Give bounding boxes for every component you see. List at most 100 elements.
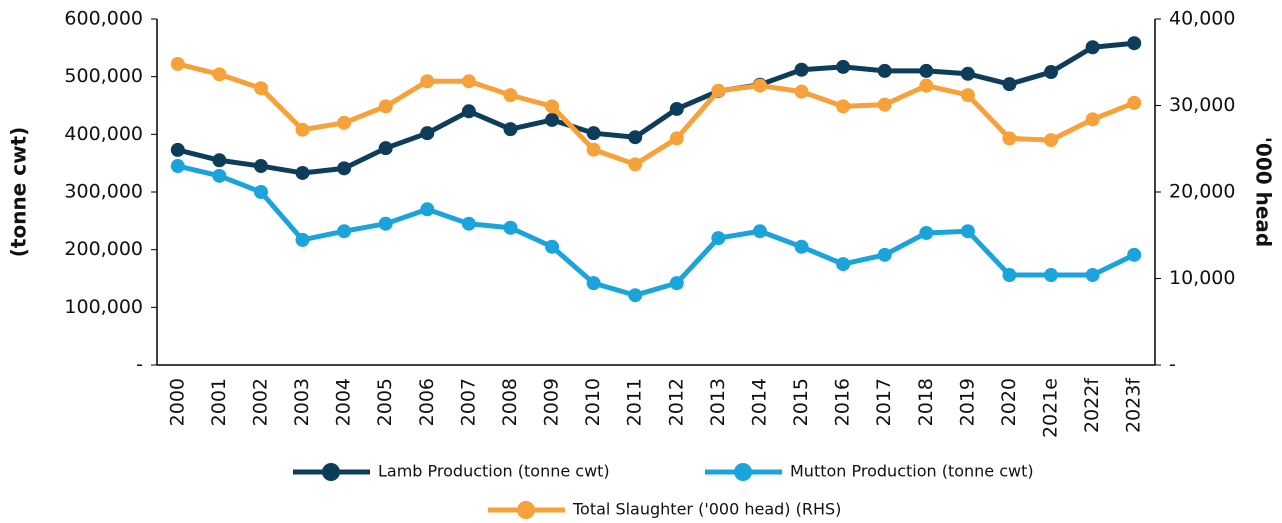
point bbox=[1085, 40, 1100, 55]
series-line bbox=[177, 163, 1136, 298]
point bbox=[253, 81, 268, 96]
legend-label: Lamb Production (tonne cwt) bbox=[378, 462, 610, 481]
x-tick-label: 2003 bbox=[291, 378, 313, 426]
point bbox=[836, 59, 851, 74]
point bbox=[1127, 95, 1142, 110]
point bbox=[461, 74, 476, 89]
point bbox=[586, 126, 601, 141]
point bbox=[253, 159, 268, 174]
point bbox=[420, 126, 435, 141]
point bbox=[1002, 77, 1017, 92]
point bbox=[1044, 268, 1059, 283]
point bbox=[877, 63, 892, 78]
point bbox=[628, 288, 643, 303]
x-tick-label: 2018 bbox=[915, 378, 937, 426]
legend-label: Mutton Production (tonne cwt) bbox=[790, 462, 1034, 481]
point bbox=[794, 84, 809, 99]
point bbox=[295, 122, 310, 137]
point bbox=[711, 83, 726, 98]
x-tick-label: 2013 bbox=[707, 378, 729, 426]
x-tick-label: 2004 bbox=[333, 378, 355, 426]
y-tick-label: 400,000 bbox=[64, 123, 143, 145]
point bbox=[337, 161, 352, 176]
point bbox=[212, 153, 227, 168]
x-tick-label: 2006 bbox=[416, 378, 438, 426]
x-tick-label: 2002 bbox=[249, 378, 271, 426]
x-tick-label: 2010 bbox=[582, 378, 604, 426]
point bbox=[960, 224, 975, 239]
y-tick-label: 500,000 bbox=[64, 65, 143, 87]
y2-tick-label: 30,000 bbox=[1169, 94, 1235, 116]
y-tick-label: - bbox=[136, 354, 143, 376]
point bbox=[669, 101, 684, 116]
point bbox=[586, 276, 601, 291]
y2-tick-label: 10,000 bbox=[1169, 267, 1235, 289]
x-tick-label: 2007 bbox=[457, 378, 479, 426]
x-tick-label: 2011 bbox=[624, 378, 646, 426]
point bbox=[503, 220, 518, 235]
y2-tick-label: 20,000 bbox=[1169, 181, 1235, 203]
x-tick-label: 2015 bbox=[790, 378, 812, 426]
legend-marker bbox=[734, 463, 752, 481]
point bbox=[378, 216, 393, 231]
point bbox=[461, 104, 476, 119]
y-axis-title: (tonne cwt) bbox=[7, 127, 31, 257]
y-tick-label: 600,000 bbox=[64, 8, 143, 30]
point bbox=[794, 62, 809, 77]
point bbox=[337, 224, 352, 239]
x-tick-label: 2019 bbox=[956, 378, 978, 426]
point bbox=[1002, 268, 1017, 283]
x-tick-label: 2005 bbox=[374, 378, 396, 426]
point bbox=[1127, 36, 1142, 51]
point bbox=[212, 67, 227, 82]
point bbox=[919, 63, 934, 78]
point bbox=[1044, 65, 1059, 80]
point bbox=[170, 56, 185, 71]
point bbox=[337, 115, 352, 130]
point bbox=[794, 239, 809, 254]
point bbox=[378, 99, 393, 114]
point bbox=[503, 88, 518, 103]
point bbox=[752, 224, 767, 239]
y-tick-label: 100,000 bbox=[64, 296, 143, 318]
point bbox=[170, 159, 185, 174]
x-tick-label: 2021e bbox=[1040, 378, 1062, 438]
point bbox=[545, 112, 560, 127]
point bbox=[586, 142, 601, 157]
y-tick-label: 300,000 bbox=[64, 181, 143, 203]
point bbox=[212, 168, 227, 183]
point bbox=[628, 130, 643, 145]
x-tick-label: 2023f bbox=[1123, 377, 1145, 433]
x-tick-label: 2009 bbox=[541, 378, 563, 426]
point bbox=[545, 99, 560, 114]
point bbox=[253, 185, 268, 199]
point bbox=[919, 78, 934, 93]
point bbox=[877, 247, 892, 262]
point bbox=[170, 142, 185, 157]
point bbox=[1044, 133, 1059, 148]
y2-tick-label: - bbox=[1169, 354, 1176, 376]
point bbox=[836, 257, 851, 272]
y2-tick-label: 40,000 bbox=[1169, 8, 1235, 30]
point bbox=[1085, 112, 1100, 127]
point bbox=[628, 157, 643, 172]
legend-marker bbox=[517, 501, 535, 519]
point bbox=[503, 122, 518, 137]
point bbox=[669, 131, 684, 146]
point bbox=[752, 78, 767, 93]
x-tick-label: 2012 bbox=[665, 378, 687, 426]
point bbox=[711, 231, 726, 246]
point bbox=[1085, 268, 1100, 283]
x-tick-label: 2016 bbox=[832, 378, 854, 426]
point bbox=[295, 165, 310, 180]
y-tick-label: 200,000 bbox=[64, 238, 143, 260]
x-tick-label: 2008 bbox=[499, 378, 521, 426]
point bbox=[960, 88, 975, 103]
point bbox=[545, 239, 560, 254]
legend-label: Total Slaughter ('000 head) (RHS) bbox=[572, 500, 841, 519]
x-tick-label: 2001 bbox=[208, 378, 230, 426]
point bbox=[1127, 247, 1142, 262]
x-tick-label: 2014 bbox=[748, 378, 770, 426]
x-tick-label: 2000 bbox=[166, 378, 188, 426]
